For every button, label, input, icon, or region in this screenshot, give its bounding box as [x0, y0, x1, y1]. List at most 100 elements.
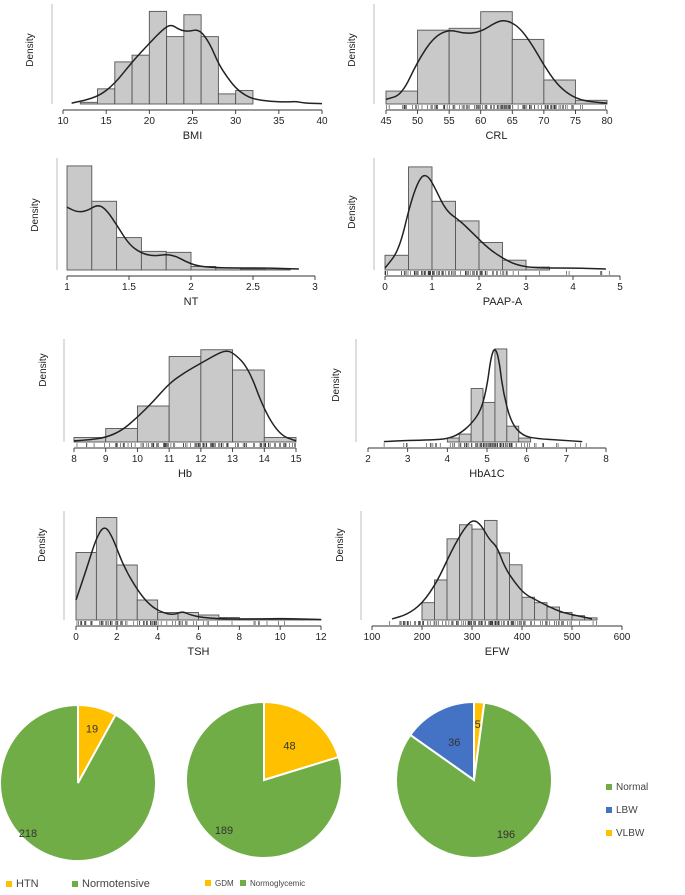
histogram-panel-tsh: 0 2 4 6 8 10 12 TSH Density [37, 511, 327, 658]
histogram-panel-efw: 100 200 300 400 500 600 EFW Density [335, 511, 631, 658]
x-axis-label: CRL [485, 130, 507, 142]
rug-marks [384, 271, 610, 275]
x-axis-label: Hb [178, 468, 192, 480]
legend-label: HTN [16, 878, 39, 890]
x-tick-label: 0 [382, 282, 388, 293]
legend-swatch [606, 784, 612, 790]
histogram-bar [518, 437, 532, 443]
histogram-panel-bmi: 10 15 20 25 30 35 40 BMI Density [25, 4, 328, 142]
legend-label: LBW [616, 805, 638, 816]
x-tick-label: 1 [64, 282, 70, 293]
histogram-bar [200, 349, 234, 443]
pie-data-label: 218 [19, 828, 37, 840]
pie-slice-gdm [263, 700, 340, 782]
pie-data-label: 5 [475, 719, 481, 731]
pie-data-label: 36 [448, 737, 460, 749]
x-tick-label: 11 [164, 454, 175, 465]
histogram-bar [494, 348, 508, 443]
x-tick-label: 35 [273, 116, 285, 127]
x-axis-label: PAAP-A [483, 296, 523, 308]
pie-slice-normotensive [0, 703, 157, 862]
x-tick-label: 8 [71, 454, 77, 465]
legend-label: VLBW [616, 828, 645, 839]
x-tick-label: 7 [564, 454, 570, 465]
histogram-bar [114, 61, 133, 105]
x-axis-label: BMI [183, 130, 203, 142]
x-axis-label: HbA1C [469, 468, 505, 480]
x-tick-label: 10 [57, 116, 69, 127]
histogram-bar [506, 425, 520, 443]
y-axis-label: Density [347, 195, 358, 228]
histogram-panel-crl: 45 50 55 60 65 70 75 80 CRL Density [347, 4, 613, 142]
x-tick-label: 3 [523, 282, 529, 293]
histogram-bar [471, 528, 485, 621]
x-tick-label: 3 [312, 282, 318, 293]
histogram-bar [136, 405, 170, 443]
histogram-bar [417, 29, 450, 105]
pie-data-label: 19 [86, 724, 98, 736]
x-tick-label: 80 [601, 116, 613, 127]
x-tick-label: 400 [514, 632, 531, 643]
y-axis-label: Density [347, 33, 358, 66]
x-axis-label: TSH [188, 646, 210, 658]
x-tick-label: 0 [73, 632, 79, 643]
x-tick-label: 10 [132, 454, 144, 465]
x-tick-label: 5 [484, 454, 490, 465]
pie-data-label: 189 [215, 825, 233, 837]
histogram-bar [200, 36, 219, 105]
x-tick-label: 8 [603, 454, 609, 465]
legend-swatch [6, 881, 12, 887]
histogram-bar [502, 259, 527, 271]
pie-slice-lbw [408, 700, 475, 782]
legend-pie-htn: HTN Normotensive [6, 878, 150, 890]
legend-pie-birthweight: Normal LBW VLBW [606, 782, 648, 839]
pie-data-label: 196 [497, 829, 515, 841]
histogram-bar [91, 200, 118, 271]
histogram-bar [408, 166, 433, 271]
histogram-bar [66, 165, 93, 271]
legend-swatch [606, 830, 612, 836]
histogram-bar [148, 10, 168, 105]
x-tick-label: 50 [412, 116, 424, 127]
density-curve [385, 19, 608, 104]
pie-data-label: 48 [283, 740, 295, 752]
x-axis-label: EFW [485, 646, 510, 658]
x-tick-label: 9 [103, 454, 109, 465]
x-tick-label: 200 [414, 632, 431, 643]
histogram-bar [421, 602, 435, 621]
x-tick-label: 500 [564, 632, 581, 643]
y-axis-label: Density [335, 528, 346, 561]
x-tick-label: 40 [316, 116, 328, 127]
density-curve [73, 350, 297, 442]
histogram-bar [116, 564, 138, 621]
histogram-bar [511, 38, 545, 105]
legend-label: Normal [616, 782, 648, 793]
x-tick-label: 4 [570, 282, 576, 293]
histogram-bar [509, 564, 523, 621]
y-axis-label: Density [25, 33, 36, 66]
histogram-bar [458, 433, 472, 443]
x-tick-label: 600 [614, 632, 631, 643]
legend-swatch [205, 880, 211, 886]
x-axis-label: NT [184, 296, 199, 308]
histogram-bar [240, 268, 266, 271]
histogram-bar [446, 538, 460, 621]
x-tick-label: 15 [290, 454, 302, 465]
histogram-bar [165, 251, 192, 271]
histogram-bar [79, 101, 98, 105]
x-tick-label: 2 [114, 632, 120, 643]
legend-swatch [606, 807, 612, 813]
rug-marks [389, 621, 597, 625]
rug-marks [386, 105, 606, 109]
histogram-bar [168, 356, 202, 443]
x-tick-label: 2 [365, 454, 371, 465]
x-tick-label: 4 [445, 454, 451, 465]
x-tick-label: 12 [195, 454, 207, 465]
pie-chart-normal: 5 196 36 [395, 700, 553, 859]
histogram-bar [431, 200, 456, 271]
histogram-bar [131, 54, 150, 105]
x-tick-label: 3 [405, 454, 411, 465]
x-tick-label: 60 [475, 116, 487, 127]
legend-label: Normoglycemic [250, 879, 305, 888]
